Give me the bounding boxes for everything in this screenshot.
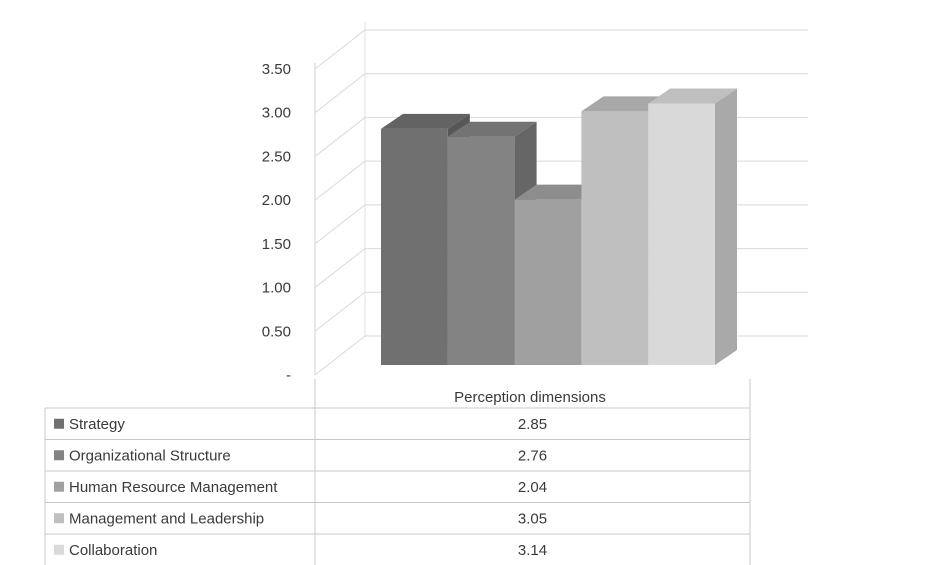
data-label: 2.85 bbox=[518, 416, 547, 433]
legend-entry: Collaboration bbox=[69, 542, 157, 559]
bar-front bbox=[514, 199, 582, 365]
bar-top bbox=[581, 96, 671, 112]
legend-key bbox=[54, 544, 64, 555]
y-tick-label: - bbox=[286, 367, 291, 384]
bar-top bbox=[648, 88, 737, 104]
data-label: 3.05 bbox=[518, 510, 547, 527]
y-tick-label: 2.50 bbox=[262, 148, 291, 165]
bar-front bbox=[381, 128, 448, 365]
y-tick-label: 1.50 bbox=[262, 236, 291, 253]
legend-entry: Strategy bbox=[69, 416, 125, 433]
bar-front bbox=[447, 136, 515, 365]
y-tick-label: 0.50 bbox=[262, 323, 291, 340]
y-tick-label: 3.50 bbox=[262, 61, 291, 78]
bar-top bbox=[514, 184, 604, 200]
gridline bbox=[314, 73, 808, 114]
y-tick-label: 1.00 bbox=[262, 280, 291, 297]
x-category-label: Perception dimensions bbox=[454, 389, 606, 406]
legend-key bbox=[54, 513, 64, 524]
y-axis-ticks: - 0.50 1.00 1.50 2.00 2.50 3.00 3.50 bbox=[262, 61, 291, 384]
bar-top bbox=[447, 121, 537, 137]
bars bbox=[381, 88, 737, 365]
bar-front bbox=[648, 103, 715, 365]
bar-front bbox=[581, 111, 649, 365]
bar-side bbox=[715, 88, 737, 365]
gridline bbox=[314, 29, 808, 70]
data-table: Strategy 2.85 Organizational Structure 2.76… bbox=[44, 379, 751, 565]
legend-key bbox=[54, 481, 64, 492]
y-tick-label: 3.00 bbox=[262, 105, 291, 122]
bar-top bbox=[381, 113, 470, 129]
legend-key bbox=[54, 418, 64, 429]
baseline-wall-edge bbox=[314, 335, 366, 376]
data-label: 2.76 bbox=[518, 447, 547, 464]
legend-key bbox=[54, 450, 64, 461]
y-tick-label: 2.00 bbox=[262, 192, 291, 209]
data-label: 2.04 bbox=[518, 479, 547, 496]
data-label: 3.14 bbox=[518, 542, 547, 559]
legend-entry: Management and Leadership bbox=[69, 510, 264, 527]
bar bbox=[648, 88, 737, 365]
legend-entry: Human Resource Management bbox=[69, 479, 278, 496]
legend-entry: Organizational Structure bbox=[69, 447, 231, 464]
